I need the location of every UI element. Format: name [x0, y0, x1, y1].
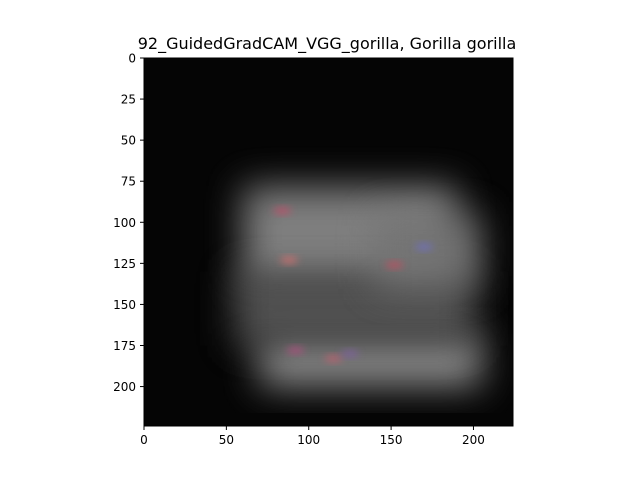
x-tick-label: 0: [140, 433, 148, 447]
y-tick-label: 75: [121, 175, 136, 189]
y-tick-label: 0: [128, 52, 136, 66]
y-tick-label: 125: [113, 257, 136, 271]
y-tick-label: 150: [113, 298, 136, 312]
x-tick-label: 50: [219, 433, 234, 447]
bright-regions: [234, 186, 482, 387]
highlight-mark: [415, 243, 434, 251]
y-tick-label: 25: [121, 93, 136, 107]
highlight-mark: [385, 261, 404, 269]
bright-region: [374, 214, 482, 288]
y-tick-label: 175: [113, 339, 136, 353]
chart-title: 92_GuidedGradCAM_VGG_gorilla, Gorilla go…: [138, 34, 517, 54]
x-tick-label: 150: [380, 433, 403, 447]
highlight-marks: [273, 207, 434, 363]
x-tick-label: 100: [297, 433, 320, 447]
highlight-mark: [279, 256, 298, 264]
y-tick-label: 200: [113, 380, 136, 394]
heatmap-image: [144, 58, 513, 426]
highlight-mark: [286, 346, 305, 354]
plot-frame: [143, 57, 514, 427]
y-tick-label: 100: [113, 216, 136, 230]
highlight-mark: [340, 350, 359, 358]
x-tick-label: 200: [462, 433, 485, 447]
y-axis: 0 25 50 75 100 125 150 175 200: [113, 52, 144, 394]
highlight-mark: [273, 207, 292, 215]
x-axis: 0 50 100 150 200: [140, 426, 485, 447]
y-tick-label: 50: [121, 134, 136, 148]
highlight-mark: [324, 355, 343, 363]
